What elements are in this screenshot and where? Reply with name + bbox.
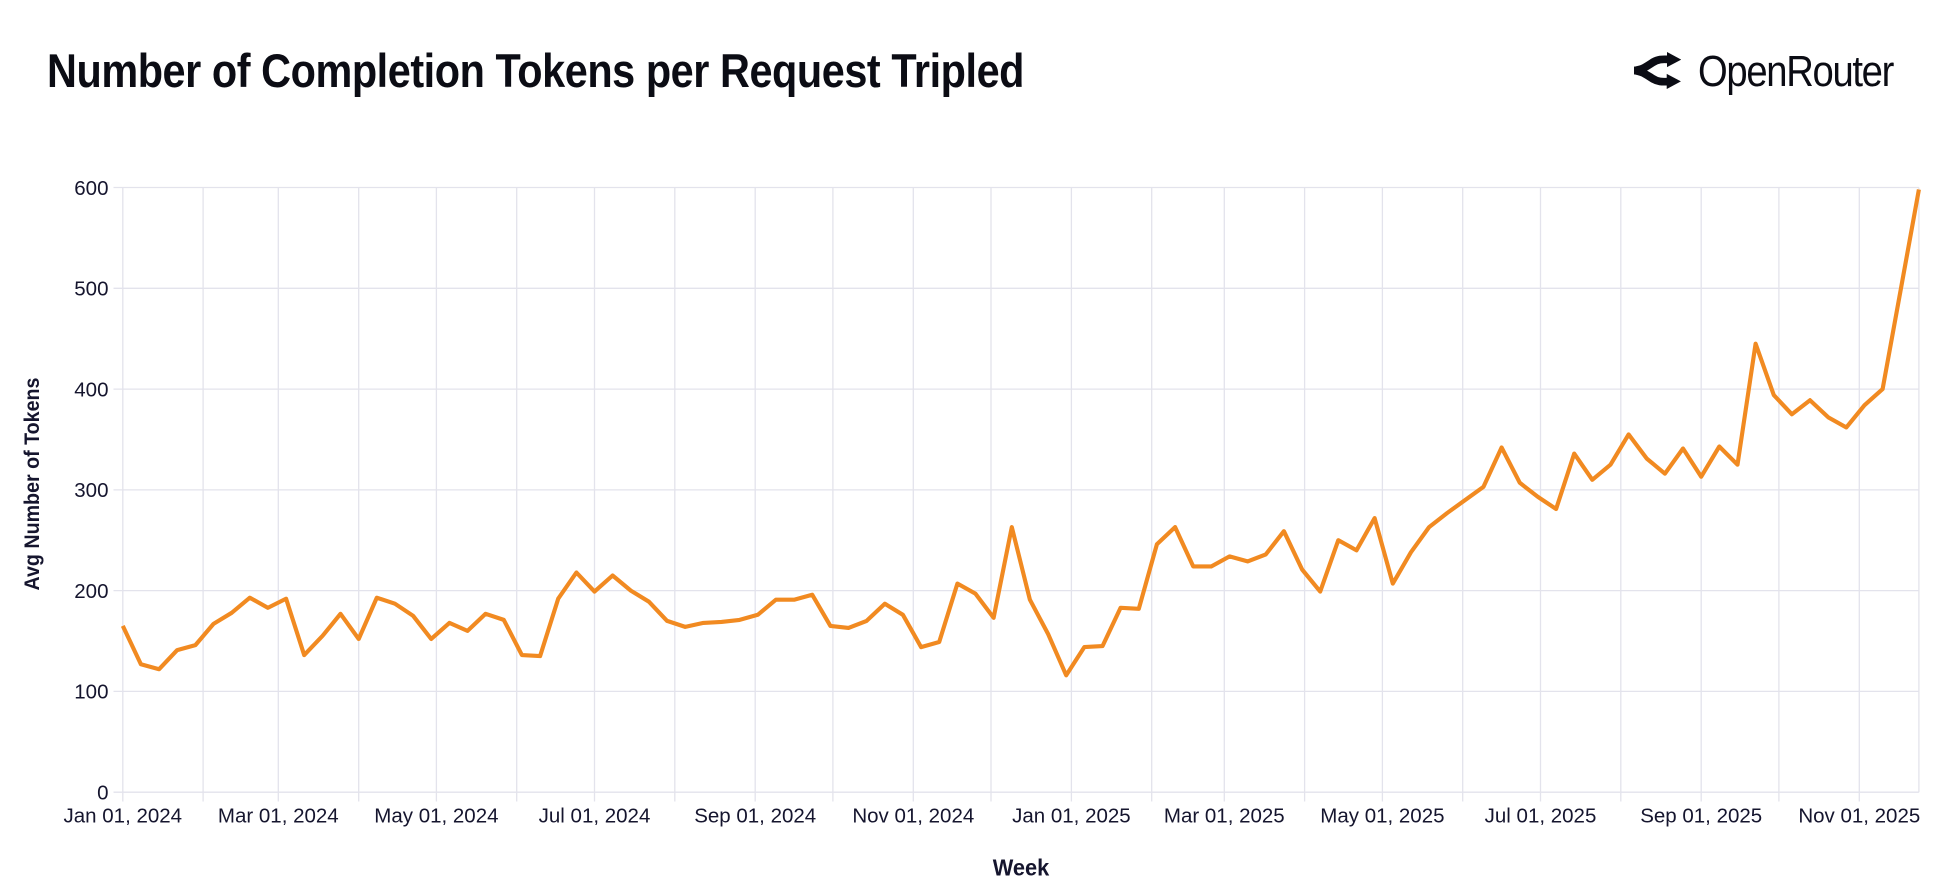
svg-text:Nov 01, 2025: Nov 01, 2025: [1798, 804, 1920, 827]
svg-text:Nov 01, 2024: Nov 01, 2024: [852, 804, 974, 827]
svg-text:May 01, 2025: May 01, 2025: [1320, 804, 1444, 827]
svg-text:0: 0: [97, 782, 108, 805]
svg-text:Jul 01, 2024: Jul 01, 2024: [539, 804, 651, 827]
svg-text:Sep 01, 2025: Sep 01, 2025: [1640, 804, 1762, 827]
svg-text:Week: Week: [993, 854, 1050, 880]
svg-text:400: 400: [74, 378, 108, 401]
svg-text:200: 200: [74, 580, 108, 603]
svg-text:Avg Number of Tokens: Avg Number of Tokens: [20, 377, 44, 590]
svg-text:Sep 01, 2024: Sep 01, 2024: [694, 804, 816, 827]
svg-text:100: 100: [74, 681, 108, 704]
svg-text:300: 300: [74, 479, 108, 502]
svg-text:May 01, 2024: May 01, 2024: [374, 804, 498, 827]
svg-text:600: 600: [74, 177, 108, 200]
svg-text:500: 500: [74, 278, 108, 301]
svg-text:Jan 01, 2024: Jan 01, 2024: [64, 804, 183, 827]
svg-text:Mar 01, 2024: Mar 01, 2024: [218, 804, 339, 827]
svg-text:Mar 01, 2025: Mar 01, 2025: [1164, 804, 1285, 827]
svg-text:Jan 01, 2025: Jan 01, 2025: [1012, 804, 1131, 827]
svg-text:Jul 01, 2025: Jul 01, 2025: [1485, 804, 1597, 827]
